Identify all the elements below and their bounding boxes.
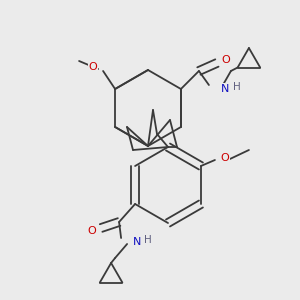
Text: O: O xyxy=(88,226,97,236)
Text: O: O xyxy=(220,153,229,163)
Text: H: H xyxy=(144,235,152,245)
Text: H: H xyxy=(233,82,241,92)
Text: N: N xyxy=(133,237,141,247)
Text: N: N xyxy=(221,84,229,94)
Text: O: O xyxy=(221,55,230,65)
Text: O: O xyxy=(89,62,98,72)
